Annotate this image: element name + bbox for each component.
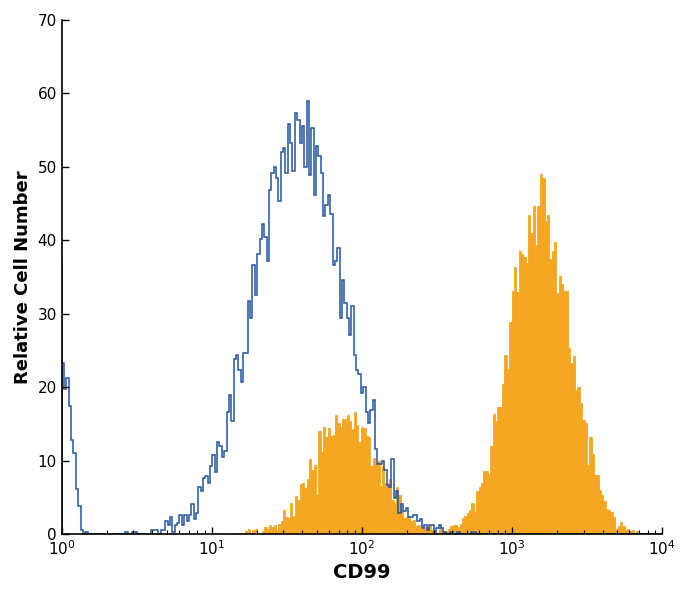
Y-axis label: Relative Cell Number: Relative Cell Number [14,170,32,384]
X-axis label: CD99: CD99 [333,563,391,582]
